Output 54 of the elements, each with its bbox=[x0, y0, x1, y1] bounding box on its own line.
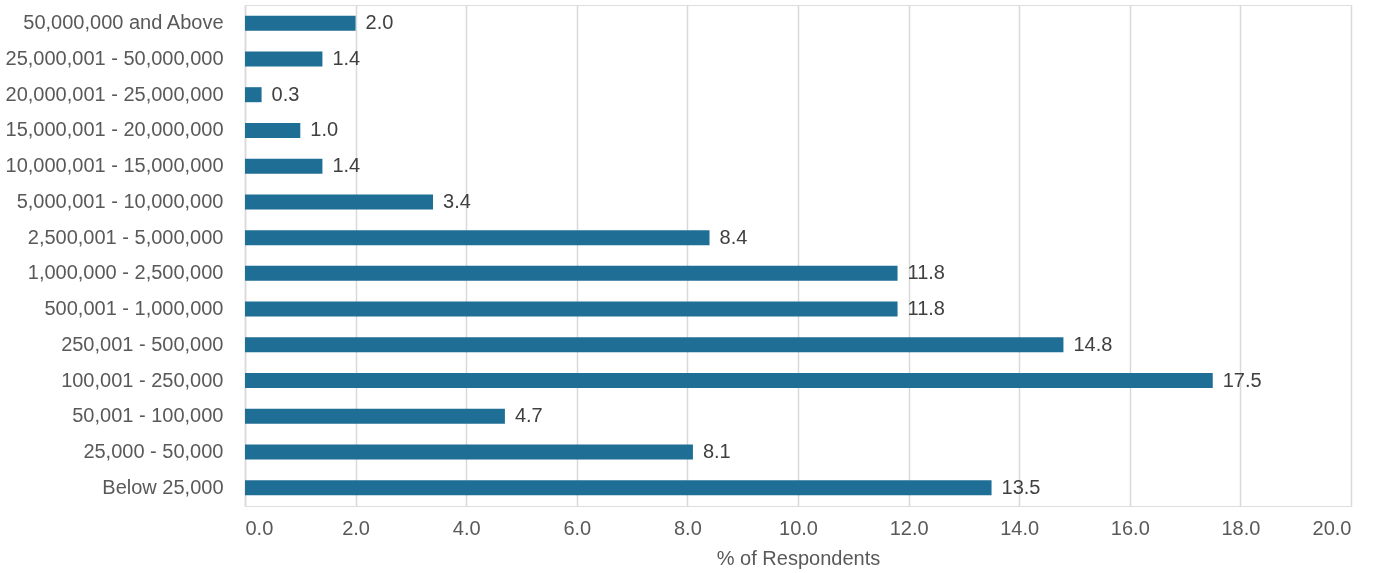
x-tick-label: 2.0 bbox=[342, 516, 371, 539]
bar bbox=[245, 265, 898, 281]
data-label: 11.8 bbox=[907, 297, 945, 320]
x-axis-title: % of Respondents bbox=[716, 546, 881, 569]
x-tick-label: 20.0 bbox=[1312, 516, 1352, 539]
bar bbox=[245, 480, 992, 496]
y-tick-label: 250,001 - 500,000 bbox=[61, 332, 224, 355]
data-label: 8.4 bbox=[719, 225, 748, 248]
bar bbox=[245, 122, 301, 138]
data-label: 1.4 bbox=[332, 46, 361, 69]
data-label: 1.0 bbox=[310, 118, 339, 141]
y-tick-label: 10,000,001 - 15,000,000 bbox=[5, 154, 224, 177]
x-tick-label: 4.0 bbox=[452, 516, 481, 539]
y-tick-label: 500,001 - 1,000,000 bbox=[44, 297, 224, 320]
data-label: 0.3 bbox=[271, 82, 300, 105]
y-tick-label: 15,000,001 - 20,000,000 bbox=[5, 118, 224, 141]
bar bbox=[245, 301, 898, 317]
y-tick-label: 5,000,001 - 10,000,000 bbox=[16, 189, 224, 212]
data-label: 2.0 bbox=[365, 11, 394, 34]
bar bbox=[245, 408, 505, 424]
data-label: 4.7 bbox=[514, 404, 543, 427]
x-tick-label: 18.0 bbox=[1221, 516, 1261, 539]
data-label: 8.1 bbox=[702, 440, 731, 463]
bar bbox=[245, 158, 323, 174]
bar bbox=[245, 194, 434, 210]
data-label: 11.8 bbox=[907, 261, 945, 284]
data-label: 3.4 bbox=[443, 189, 471, 212]
x-tick-label: 6.0 bbox=[563, 516, 592, 539]
bar bbox=[245, 51, 323, 67]
bar bbox=[245, 373, 1213, 389]
y-tick-label: 20,000,001 - 25,000,000 bbox=[5, 82, 224, 105]
y-tick-label: Below 25,000 bbox=[102, 475, 224, 498]
y-tick-label: 2,500,001 - 5,000,000 bbox=[27, 225, 224, 248]
bar bbox=[245, 87, 262, 103]
bar bbox=[245, 444, 693, 460]
bar bbox=[245, 230, 710, 246]
data-label: 17.5 bbox=[1222, 368, 1262, 391]
y-tick-label: 25,000,001 - 50,000,000 bbox=[5, 46, 224, 69]
bar bbox=[245, 337, 1064, 353]
bar bbox=[245, 15, 356, 31]
x-tick-label: 8.0 bbox=[673, 516, 702, 539]
data-label: 14.8 bbox=[1073, 332, 1113, 355]
y-tick-label: 1,000,000 - 2,500,000 bbox=[27, 261, 224, 284]
x-tick-label: 14.0 bbox=[1000, 516, 1040, 539]
y-tick-label: 50,000,000 and Above bbox=[23, 11, 224, 34]
x-tick-label: 12.0 bbox=[889, 516, 929, 539]
y-tick-label: 50,001 - 100,000 bbox=[72, 404, 224, 427]
data-label: 1.4 bbox=[332, 154, 361, 177]
x-tick-label: 10.0 bbox=[779, 516, 818, 539]
y-tick-label: 25,000 - 50,000 bbox=[83, 440, 224, 463]
x-tick-label: 0.0 bbox=[245, 516, 274, 539]
x-tick-label: 16.0 bbox=[1110, 516, 1150, 539]
y-tick-label: 100,001 - 250,000 bbox=[61, 368, 224, 391]
data-label: 13.5 bbox=[1001, 475, 1041, 498]
